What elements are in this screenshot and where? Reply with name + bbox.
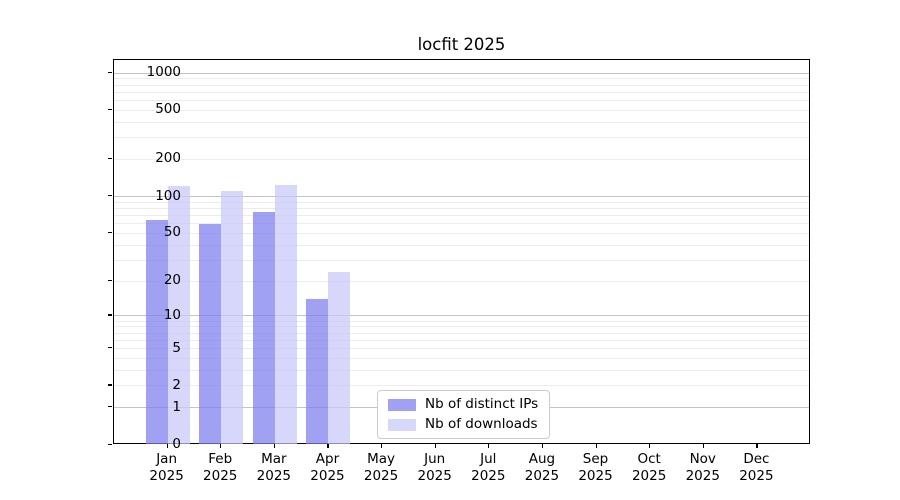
bar-apr-downloads [328, 271, 351, 444]
legend-label-downloads: Nb of downloads [425, 416, 538, 432]
xtick-label-mar: Mar 2025 [256, 451, 292, 484]
ytick-label-10: 10 [163, 306, 181, 323]
ytick-mark-1000 [108, 71, 112, 73]
legend-swatch-downloads [388, 418, 416, 431]
ytick-label-1: 1 [172, 398, 181, 415]
gridline-9 [114, 320, 809, 322]
bar-apr-distinct-ips [306, 299, 329, 444]
xtick-label-jun: Jun 2025 [417, 451, 452, 484]
xtick-mark-apr [327, 444, 329, 448]
xtick-mark-dec [756, 444, 758, 448]
gridline-70 [114, 215, 809, 217]
legend-swatch-distinct-ips [388, 398, 416, 411]
gridline-6 [114, 339, 809, 341]
gridline-200 [114, 158, 809, 160]
chart-title: locfit 2025 [417, 35, 506, 54]
gridline-8 [114, 326, 809, 328]
bar-jan-distinct-ips [145, 220, 168, 444]
ytick-mark-20 [108, 279, 112, 281]
ytick-mark-5 [108, 347, 112, 349]
ytick-mark-500 [108, 108, 112, 111]
bar-mar-downloads [274, 185, 297, 444]
ytick-label-0: 0 [172, 436, 181, 452]
xtick-label-sep: Sep 2025 [578, 451, 613, 484]
xtick-mark-may [381, 444, 383, 448]
xtick-label-may: May 2025 [363, 451, 399, 484]
bar-feb-distinct-ips [199, 223, 222, 444]
ytick-label-500: 500 [155, 101, 181, 118]
ytick-label-20: 20 [163, 272, 181, 289]
gridline-600 [114, 100, 809, 102]
xtick-label-oct: Oct 2025 [631, 451, 667, 484]
ytick-label-2: 2 [172, 376, 181, 393]
legend-item-distinct-ips: Nb of distinct IPs [388, 397, 538, 412]
ytick-mark-1 [108, 406, 112, 408]
gridline-5 [114, 348, 809, 350]
legend: Nb of distinct IPs Nb of downloads [377, 390, 551, 439]
bar-feb-downloads [221, 191, 244, 444]
xtick-label-nov: Nov 2025 [685, 451, 720, 484]
gridline-900 [114, 78, 809, 80]
xtick-label-apr: Apr 2025 [310, 451, 345, 484]
ytick-label-100: 100 [155, 187, 181, 204]
gridline-300 [114, 137, 809, 139]
legend-item-downloads: Nb of downloads [388, 417, 538, 432]
ytick-label-1000: 1000 [146, 64, 181, 81]
gridline-20 [114, 280, 809, 282]
ytick-label-200: 200 [155, 150, 181, 167]
ytick-mark-2 [108, 384, 112, 386]
xtick-label-dec: Dec 2025 [739, 451, 774, 484]
xtick-label-jan: Jan 2025 [149, 451, 184, 484]
xtick-mark-jan [166, 444, 168, 448]
ytick-mark-10 [108, 314, 112, 316]
xtick-label-aug: Aug 2025 [524, 451, 560, 484]
gridline-500 [114, 109, 809, 111]
xtick-mark-feb [220, 444, 222, 448]
gridline-30 [114, 259, 809, 261]
gridline-7 [114, 332, 809, 334]
xtick-mark-oct [649, 444, 651, 448]
xtick-mark-aug [541, 444, 544, 448]
gridline-700 [114, 91, 809, 93]
gridline-80 [114, 207, 809, 209]
gridline-800 [114, 84, 809, 86]
bar-mar-distinct-ips [252, 211, 275, 444]
xtick-mark-jun [434, 444, 436, 448]
plot-area [113, 59, 810, 444]
gridline-60 [114, 223, 809, 225]
gridline-100 [114, 196, 809, 198]
gridline-400 [114, 121, 809, 123]
legend-label-distinct-ips: Nb of distinct IPs [425, 396, 539, 412]
ytick-label-5: 5 [172, 339, 181, 356]
xtick-mark-sep [595, 444, 597, 448]
bar-jan-downloads [167, 185, 190, 444]
ytick-mark-50 [108, 231, 112, 234]
gridline-1000 [114, 72, 809, 74]
xtick-label-feb: Feb 2025 [203, 451, 238, 484]
xtick-mark-jul [488, 444, 490, 448]
gridline-4 [114, 357, 809, 359]
gridline-2 [114, 385, 809, 387]
ytick-label-50: 50 [163, 224, 181, 241]
gridline-50 [114, 232, 809, 234]
xtick-mark-mar [273, 444, 276, 448]
gridline-40 [114, 244, 809, 246]
ytick-mark-0 [108, 443, 112, 445]
gridline-10 [114, 315, 809, 317]
gridline-3 [114, 369, 809, 371]
xtick-label-jul: Jul 2025 [471, 451, 506, 484]
ytick-mark-200 [108, 157, 112, 160]
gridline-90 [114, 201, 809, 203]
xtick-mark-nov [702, 444, 704, 448]
ytick-mark-100 [108, 195, 112, 197]
